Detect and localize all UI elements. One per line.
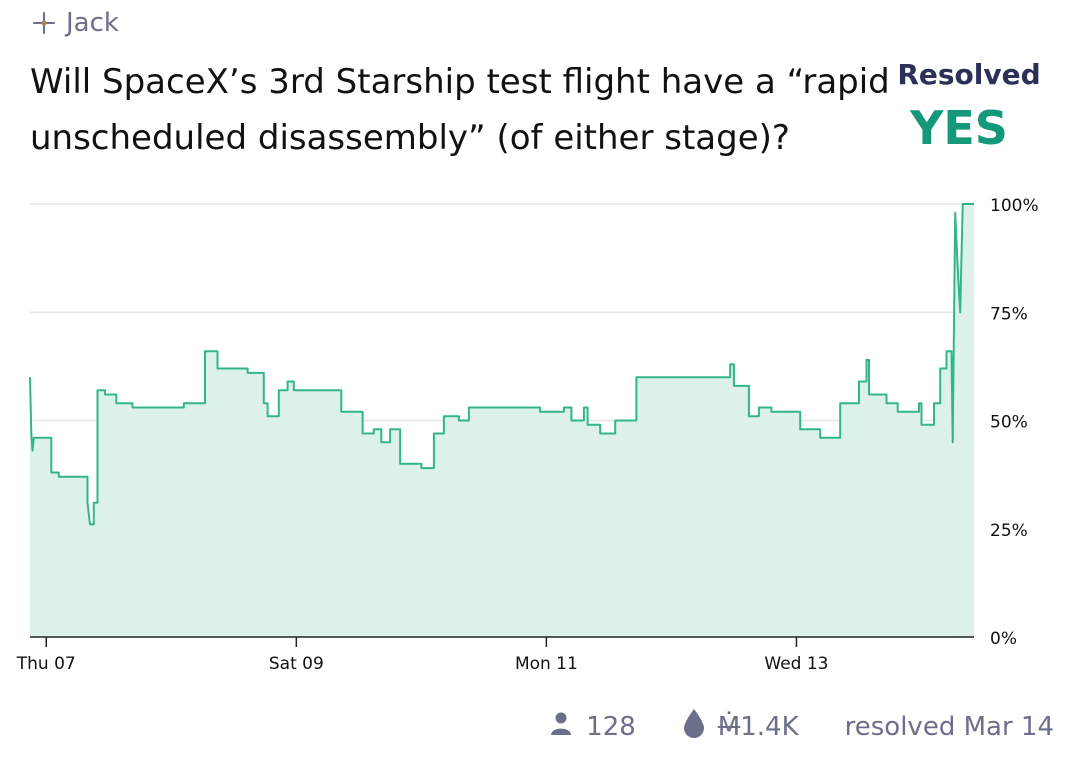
resolution-box: Resolved YES (884, 58, 1054, 158)
probability-chart[interactable]: Thu 07 Sat 09 Mon 11 Wed 13 0% 25% 50% 75% 100% (0, 190, 1080, 680)
x-tick-label: Wed 13 (764, 654, 828, 674)
traders-count: 128 (586, 711, 636, 742)
chart-x-axis: Thu 07 Sat 09 Mon 11 Wed 13 (16, 636, 974, 674)
volume-stat[interactable]: Ṁ1.4K (682, 708, 799, 745)
user-icon (548, 710, 574, 743)
y-tick-label: 75% (990, 304, 1028, 324)
y-tick-label: 25% (990, 521, 1028, 541)
resolution-label: Resolved (897, 58, 1041, 91)
x-tick-label: Thu 07 (16, 654, 76, 674)
chart-y-axis: 0% 25% 50% 75% 100% (990, 196, 1039, 649)
chart-area-layer (29, 203, 974, 637)
y-tick-label: 50% (990, 413, 1028, 433)
x-tick-label: Sat 09 (269, 654, 324, 674)
resolution-value: YES (910, 101, 1008, 155)
question-title: Will SpaceX’s 3rd Starship test flight h… (30, 62, 890, 158)
x-tick-label: Mon 11 (515, 654, 578, 674)
mana-symbol: Ṁ (717, 711, 741, 742)
volume-amount: 1.4K (740, 711, 799, 742)
y-tick-label: 0% (990, 629, 1017, 649)
series-area-fill (30, 204, 974, 637)
y-tick-label: 100% (990, 196, 1039, 216)
sparkle-cross-icon (32, 11, 56, 35)
market-footer: 128 Ṁ1.4K resolved Mar 14 (548, 708, 1054, 745)
traders-stat[interactable]: 128 (548, 710, 636, 743)
droplet-icon (682, 708, 706, 745)
series-line (29, 203, 974, 526)
resolved-date: resolved Mar 14 (844, 711, 1054, 742)
author-row[interactable]: Jack (32, 8, 119, 38)
author-name[interactable]: Jack (66, 8, 119, 38)
